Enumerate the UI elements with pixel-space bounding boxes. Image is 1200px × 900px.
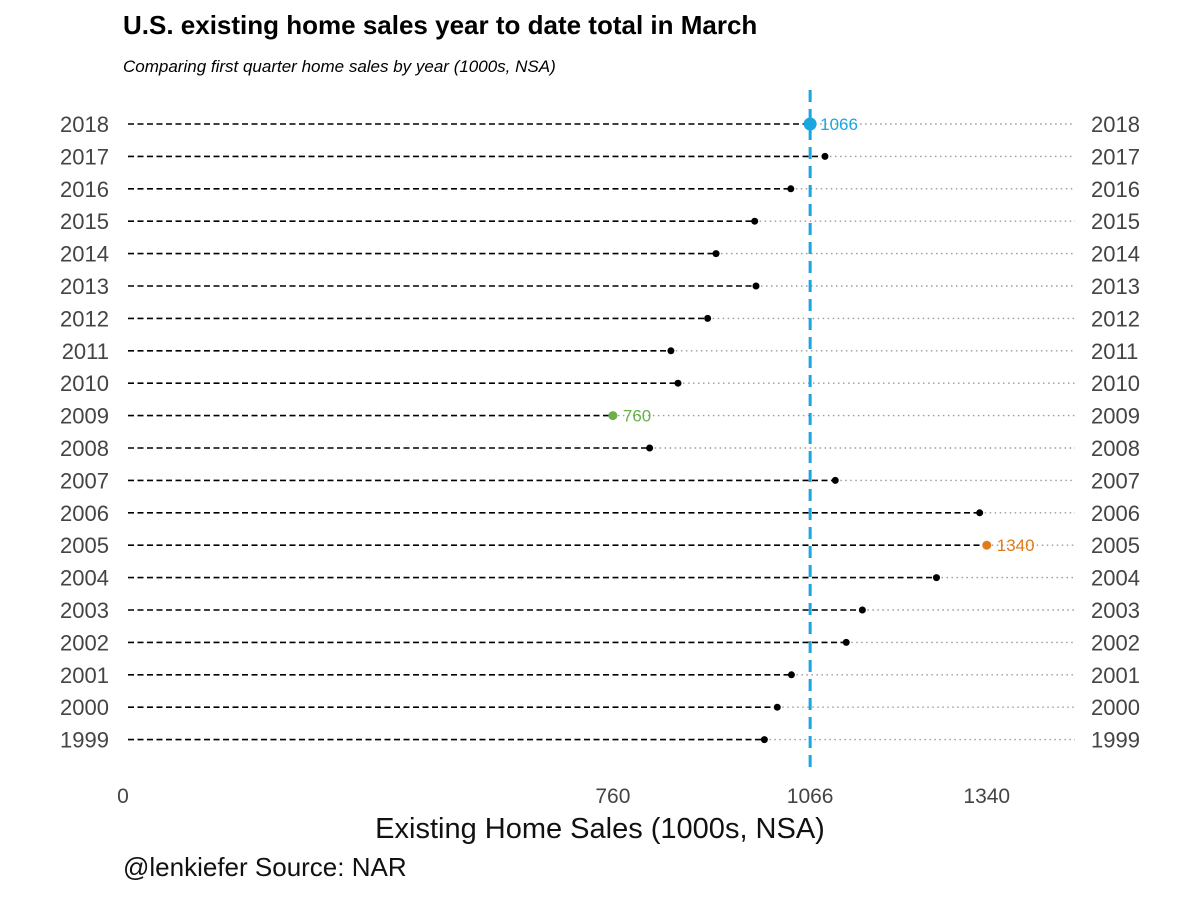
y-tick-label-left: 2012 bbox=[60, 306, 109, 331]
data-point bbox=[773, 703, 781, 711]
data-point bbox=[751, 217, 759, 225]
x-tick-label: 1340 bbox=[963, 785, 1010, 808]
chart-subtitle: Comparing first quarter home sales by ye… bbox=[123, 57, 556, 76]
data-point bbox=[787, 671, 795, 679]
y-tick-label-right: 2013 bbox=[1091, 274, 1140, 299]
data-label: 1340 bbox=[997, 536, 1035, 555]
y-tick-label-right: 2018 bbox=[1091, 112, 1140, 137]
y-tick-label-right: 2006 bbox=[1091, 501, 1140, 526]
y-tick-label-right: 2017 bbox=[1091, 144, 1140, 169]
x-axis-title: Existing Home Sales (1000s, NSA) bbox=[375, 813, 825, 845]
y-tick-label-right: 2009 bbox=[1091, 404, 1140, 429]
data-point bbox=[858, 606, 866, 614]
y-tick-label-right: 2015 bbox=[1091, 209, 1140, 234]
data-point bbox=[712, 250, 720, 258]
y-tick-label-right: 2014 bbox=[1091, 242, 1140, 267]
y-tick-label-right: 2010 bbox=[1091, 371, 1140, 396]
data-point bbox=[932, 574, 940, 582]
y-tick-label-right: 2002 bbox=[1091, 630, 1140, 655]
x-tick-label: 0 bbox=[117, 785, 129, 808]
y-tick-label-right: 2000 bbox=[1091, 695, 1140, 720]
highlight-point bbox=[608, 411, 618, 421]
highlight-point bbox=[803, 117, 817, 131]
y-tick-label-right: 2004 bbox=[1091, 566, 1140, 591]
y-tick-label-right: 2005 bbox=[1091, 533, 1140, 558]
y-tick-label-right: 2012 bbox=[1091, 306, 1140, 331]
y-tick-label-left: 2006 bbox=[60, 501, 109, 526]
caption: @lenkiefer Source: NAR bbox=[123, 852, 407, 882]
data-point bbox=[760, 736, 768, 744]
y-tick-label-left: 2011 bbox=[62, 339, 109, 364]
y-tick-label-left: 2000 bbox=[60, 695, 109, 720]
y-tick-label-left: 2007 bbox=[60, 468, 109, 493]
y-tick-label-left: 2004 bbox=[60, 566, 109, 591]
y-tick-label-left: 2003 bbox=[60, 598, 109, 623]
y-tick-label-left: 2014 bbox=[60, 242, 109, 267]
data-point bbox=[821, 152, 829, 160]
y-tick-label-left: 2013 bbox=[60, 274, 109, 299]
y-tick-label-left: 1999 bbox=[60, 728, 109, 753]
data-point bbox=[831, 476, 839, 484]
y-tick-label-left: 2001 bbox=[60, 663, 109, 688]
y-tick-label-left: 2018 bbox=[60, 112, 109, 137]
y-tick-label-right: 1999 bbox=[1091, 728, 1140, 753]
data-point bbox=[842, 638, 850, 646]
y-tick-label-left: 2016 bbox=[60, 177, 109, 202]
data-point bbox=[704, 314, 712, 322]
y-tick-label-left: 2005 bbox=[60, 533, 109, 558]
y-tick-label-right: 2003 bbox=[1091, 598, 1140, 623]
y-tick-label-left: 2010 bbox=[60, 371, 109, 396]
data-label: 760 bbox=[623, 407, 651, 426]
y-tick-label-left: 2002 bbox=[60, 630, 109, 655]
data-point bbox=[976, 509, 984, 517]
y-tick-label-right: 2007 bbox=[1091, 468, 1140, 493]
data-point bbox=[646, 444, 654, 452]
y-tick-label-right: 2008 bbox=[1091, 436, 1140, 461]
x-tick-label: 1066 bbox=[787, 785, 834, 808]
y-tick-label-left: 2008 bbox=[60, 436, 109, 461]
x-tick-label: 760 bbox=[595, 785, 630, 808]
y-tick-label-left: 2015 bbox=[60, 209, 109, 234]
data-point bbox=[752, 282, 760, 290]
y-tick-label-right: 2001 bbox=[1091, 663, 1140, 688]
y-tick-label-right: 2011 bbox=[1091, 339, 1138, 364]
chart-title: U.S. existing home sales year to date to… bbox=[123, 10, 758, 40]
y-tick-label-left: 2017 bbox=[60, 144, 109, 169]
data-point bbox=[667, 347, 675, 355]
y-tick-label-right: 2016 bbox=[1091, 177, 1140, 202]
data-label: 1066 bbox=[820, 115, 858, 134]
data-point bbox=[674, 379, 682, 387]
highlight-point bbox=[982, 540, 992, 550]
y-tick-label-left: 2009 bbox=[60, 404, 109, 429]
data-point bbox=[787, 185, 795, 193]
